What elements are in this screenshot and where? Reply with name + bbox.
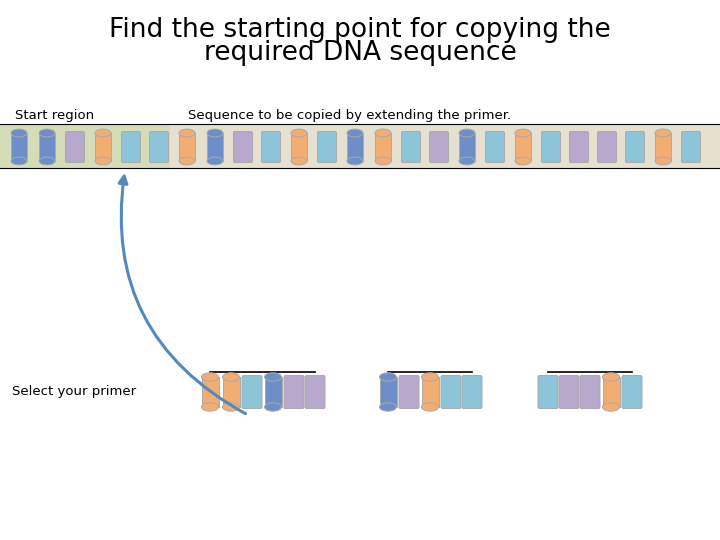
Ellipse shape <box>39 157 55 165</box>
FancyBboxPatch shape <box>284 375 304 408</box>
FancyBboxPatch shape <box>622 375 642 408</box>
Ellipse shape <box>207 157 223 165</box>
Ellipse shape <box>95 129 111 137</box>
Ellipse shape <box>202 373 218 381</box>
Bar <box>375 133 391 161</box>
FancyBboxPatch shape <box>462 375 482 408</box>
FancyBboxPatch shape <box>261 132 281 163</box>
Bar <box>0 124 170 168</box>
Ellipse shape <box>264 373 282 381</box>
Ellipse shape <box>202 403 218 411</box>
FancyBboxPatch shape <box>485 132 505 163</box>
Bar <box>222 377 240 407</box>
Ellipse shape <box>655 157 671 165</box>
Bar <box>379 377 397 407</box>
FancyBboxPatch shape <box>430 132 449 163</box>
FancyBboxPatch shape <box>305 375 325 408</box>
Bar <box>11 133 27 161</box>
FancyBboxPatch shape <box>399 375 419 408</box>
Bar <box>39 133 55 161</box>
Ellipse shape <box>291 157 307 165</box>
Ellipse shape <box>459 157 475 165</box>
Ellipse shape <box>375 129 391 137</box>
Ellipse shape <box>11 157 27 165</box>
Bar <box>459 133 475 161</box>
Bar <box>347 133 363 161</box>
Ellipse shape <box>515 129 531 137</box>
Text: required DNA sequence: required DNA sequence <box>204 40 516 66</box>
FancyBboxPatch shape <box>242 375 262 408</box>
Ellipse shape <box>347 129 363 137</box>
Bar <box>264 377 282 407</box>
Ellipse shape <box>459 129 475 137</box>
Bar <box>202 377 218 407</box>
Ellipse shape <box>379 373 397 381</box>
Text: Find the starting point for copying the: Find the starting point for copying the <box>109 17 611 43</box>
Ellipse shape <box>207 129 223 137</box>
FancyBboxPatch shape <box>318 132 336 163</box>
FancyBboxPatch shape <box>541 132 560 163</box>
FancyBboxPatch shape <box>570 132 588 163</box>
Text: Sequence to be copied by extending the primer.: Sequence to be copied by extending the p… <box>188 110 511 123</box>
Ellipse shape <box>603 373 619 381</box>
Bar <box>603 377 619 407</box>
Bar <box>207 133 223 161</box>
Ellipse shape <box>375 157 391 165</box>
FancyBboxPatch shape <box>233 132 253 163</box>
FancyBboxPatch shape <box>682 132 701 163</box>
FancyBboxPatch shape <box>402 132 420 163</box>
Ellipse shape <box>379 403 397 411</box>
Ellipse shape <box>515 157 531 165</box>
FancyBboxPatch shape <box>150 132 168 163</box>
Bar <box>421 377 438 407</box>
Ellipse shape <box>603 403 619 411</box>
Ellipse shape <box>95 157 111 165</box>
Ellipse shape <box>179 157 195 165</box>
Ellipse shape <box>655 129 671 137</box>
Ellipse shape <box>421 403 438 411</box>
Ellipse shape <box>179 129 195 137</box>
Ellipse shape <box>347 157 363 165</box>
Bar <box>515 133 531 161</box>
FancyBboxPatch shape <box>441 375 461 408</box>
Text: Start region: Start region <box>15 110 94 123</box>
FancyBboxPatch shape <box>559 375 579 408</box>
Ellipse shape <box>222 373 240 381</box>
Bar <box>179 133 195 161</box>
FancyBboxPatch shape <box>66 132 84 163</box>
FancyArrowPatch shape <box>120 176 246 414</box>
Text: Select your primer: Select your primer <box>12 386 136 399</box>
FancyBboxPatch shape <box>122 132 140 163</box>
FancyBboxPatch shape <box>598 132 616 163</box>
Ellipse shape <box>39 129 55 137</box>
Ellipse shape <box>11 129 27 137</box>
Ellipse shape <box>264 403 282 411</box>
Ellipse shape <box>291 129 307 137</box>
FancyBboxPatch shape <box>538 375 558 408</box>
Bar <box>291 133 307 161</box>
FancyBboxPatch shape <box>626 132 644 163</box>
Ellipse shape <box>222 403 240 411</box>
Bar <box>95 133 111 161</box>
FancyBboxPatch shape <box>580 375 600 408</box>
Bar <box>655 133 671 161</box>
Bar <box>170 124 720 168</box>
Ellipse shape <box>421 373 438 381</box>
